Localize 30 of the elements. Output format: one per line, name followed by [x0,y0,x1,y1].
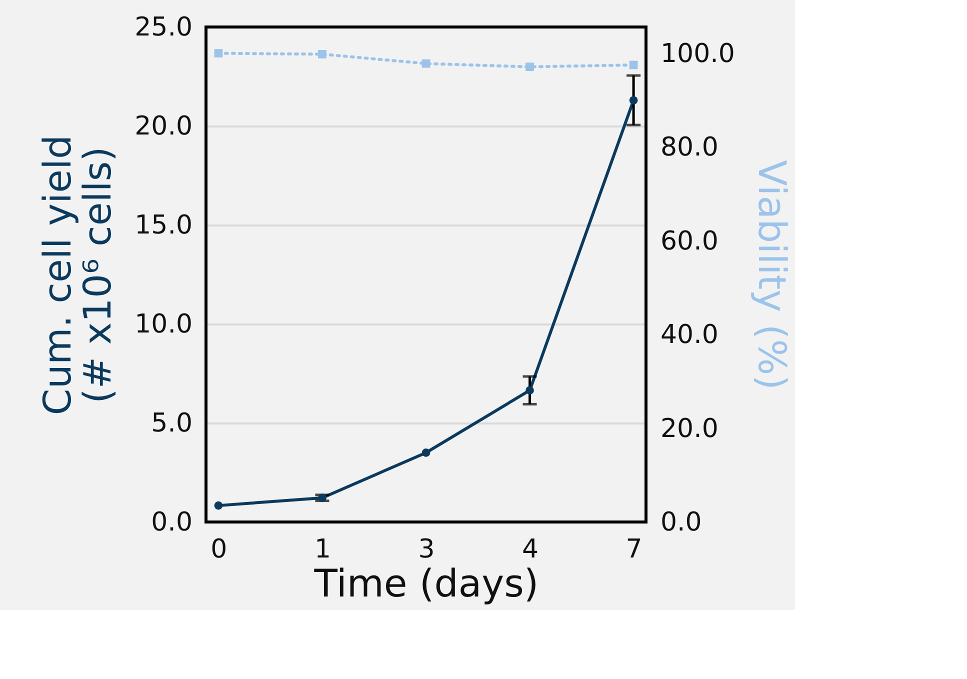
point [422,59,430,68]
y-tick-label: 0.0 [151,508,192,538]
y-tick-label: 15.0 [134,210,192,240]
x-tick-label: 1 [314,534,331,564]
y-tick-label: 25.0 [134,12,192,42]
point [629,60,638,70]
x-tick-label: 0 [210,534,228,564]
y2-tick-label: 0.0 [660,508,702,538]
point [526,62,534,72]
y2-tick-label: 40.0 [660,320,718,350]
point [214,501,223,510]
point [526,386,534,395]
x-tick-label: 4 [522,534,539,564]
y2-tick-label: 100.0 [660,38,735,69]
point [214,49,223,58]
x-tick-label: 7 [626,534,642,564]
point [629,96,638,104]
y-axis-title: Cum. cell yield (# x10⁶ cells) [36,134,120,416]
y-tick-label: 20.0 [134,112,192,142]
y-tick-label: 5.0 [151,408,192,438]
point [318,494,326,502]
y2-tick-label: 20.0 [660,414,718,444]
point [422,448,430,457]
point [318,50,326,58]
y2-tick-label: 80.0 [660,132,718,162]
y2-tick-label: 60.0 [660,226,718,256]
y2-axis-title: Viability (%) [750,160,794,390]
y-tick-label: 10.0 [134,310,192,340]
x-axis-title: Time (days) [313,562,539,606]
x-tick-label: 3 [418,534,435,564]
